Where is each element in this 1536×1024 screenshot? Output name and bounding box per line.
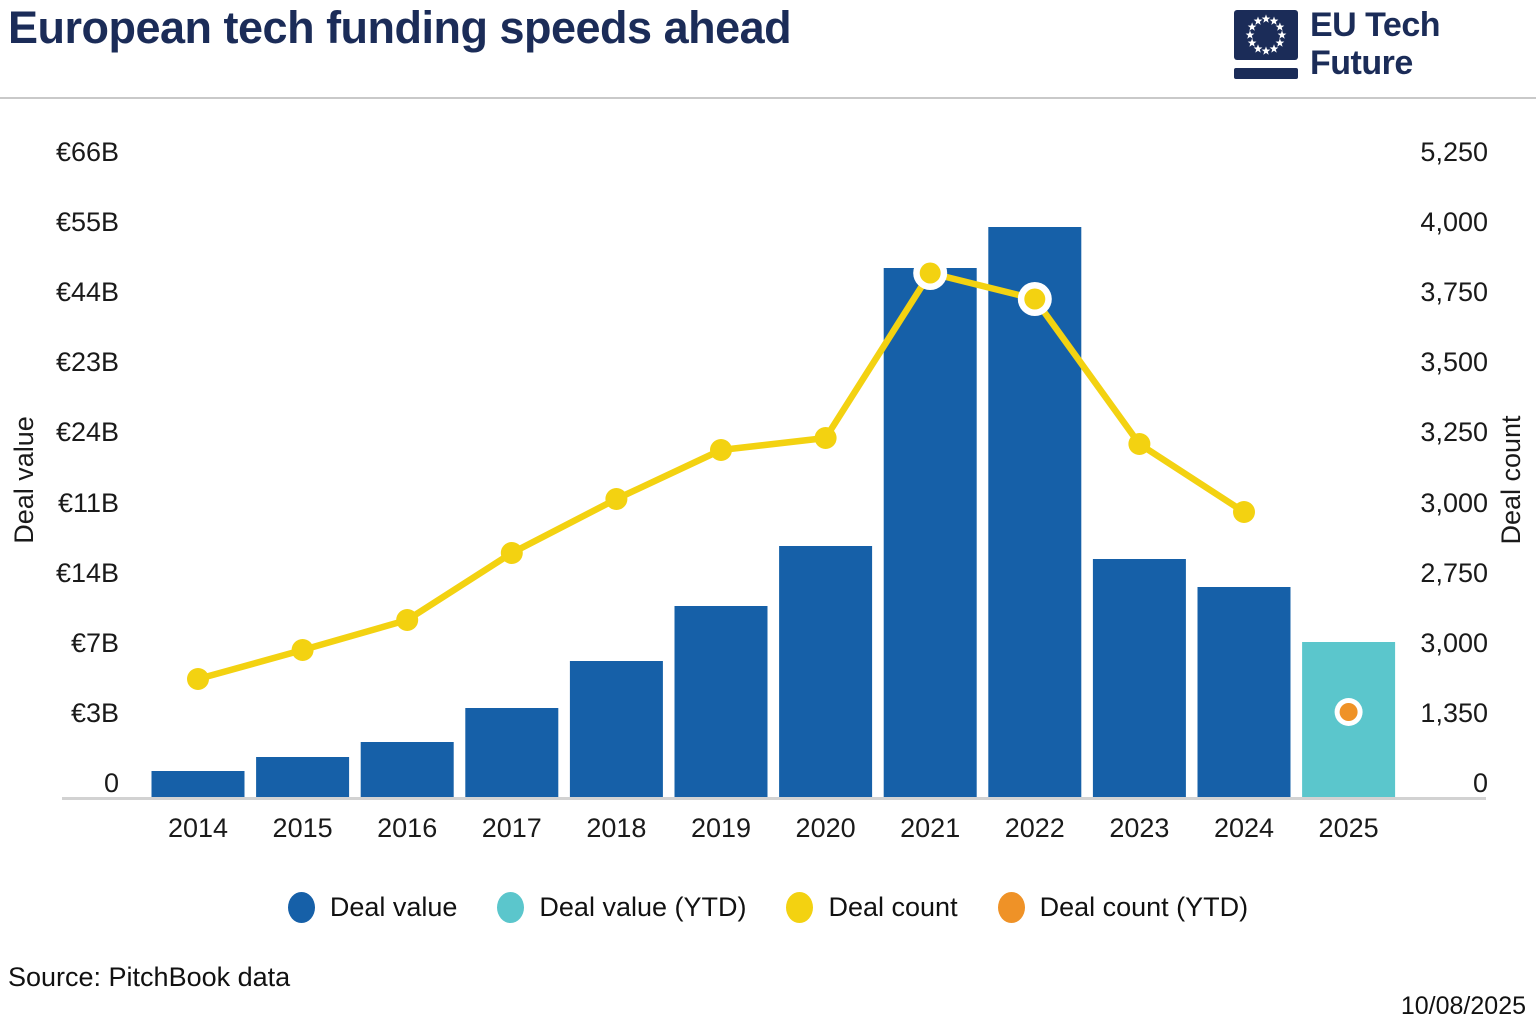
deal-count-ytd-swatch-icon	[997, 891, 1025, 923]
right-axis-tick: 3,750	[1420, 277, 1488, 308]
eu-star-icon	[1269, 16, 1279, 25]
date-stamp: 10/08/2025	[1400, 992, 1526, 1020]
eu-star-icon	[1261, 46, 1271, 55]
x-axis-tick-2020: 2020	[795, 813, 856, 843]
logo-line2: Future	[1310, 44, 1413, 82]
marker-ring	[913, 256, 948, 290]
deal-count-point-2021	[919, 262, 941, 284]
legend-label: Deal count (YTD)	[1039, 891, 1249, 922]
logo-line1: EU Tech	[1310, 6, 1441, 44]
legend-item-deal-count-ytd: Deal count (YTD)	[997, 891, 1249, 923]
left-axis-tick: €66B	[55, 137, 119, 167]
page-title: European tech funding speeds ahead	[8, 2, 792, 53]
deal-count-point-2023	[1128, 433, 1151, 455]
bar-2022	[988, 227, 1082, 797]
left-axis-tick: €11B	[57, 487, 119, 518]
bar-2014	[151, 771, 245, 797]
bar-2023	[1092, 559, 1186, 797]
eu-star-icon	[1253, 44, 1263, 53]
x-axis-tick-2019: 2019	[690, 813, 752, 843]
bar-2019	[674, 606, 768, 797]
eu-star-icon	[1247, 22, 1257, 31]
marker-ring	[1017, 282, 1052, 316]
x-axis-tick-2014: 2014	[167, 813, 229, 843]
legend-item-deal-value: Deal value	[287, 891, 458, 923]
eu-flag-icon	[1234, 10, 1298, 79]
right-axis-tick: 3,250	[1420, 417, 1488, 448]
left-axis-tick: €24B	[55, 417, 119, 448]
x-axis-tick-2015: 2015	[272, 813, 333, 843]
deal-count-swatch-icon	[786, 891, 814, 923]
left-axis-tick: €7B	[70, 627, 119, 658]
x-axis-tick-2023: 2023	[1109, 813, 1170, 843]
right-axis-tick: 3,000	[1420, 627, 1488, 658]
right-axis-tick: 0	[1472, 767, 1488, 798]
left-axis-tick: €3B	[70, 697, 119, 728]
right-axis-tick: 4,000	[1420, 207, 1488, 238]
x-axis-tick-2017: 2017	[481, 813, 542, 843]
chart-legend: Deal value Deal value (YTD) Deal count D…	[0, 888, 1536, 926]
deal-count-line	[194, 269, 1248, 683]
eu-star-icon	[1245, 30, 1255, 39]
left-axis-tick: €14B	[55, 557, 119, 588]
header-divider	[0, 97, 1536, 99]
x-axis-tick-2016: 2016	[377, 813, 438, 843]
legend-item-deal-value-ytd: Deal value (YTD)	[497, 891, 747, 923]
logo-wordmark: EU Tech Future	[1310, 6, 1441, 82]
deal-count-point-2016	[396, 609, 419, 631]
deal-count-point-2024	[1233, 501, 1255, 523]
right-axis-tick: 3,000	[1420, 487, 1488, 518]
marker-ring	[1334, 698, 1363, 726]
deal-count-point-2022	[1024, 288, 1046, 310]
eu-star-icon	[1269, 44, 1279, 53]
deal-count-point-2017	[500, 542, 523, 564]
x-axis-tick-2024: 2024	[1213, 813, 1275, 843]
deal-count-point-2019	[710, 439, 732, 461]
legend-label: Deal count	[828, 891, 958, 922]
deal-count-ytd-point-2025	[1339, 703, 1358, 721]
left-axis-tick: €55B	[55, 207, 119, 238]
eu-star-icon	[1275, 22, 1285, 31]
right-axis-tick: 1,350	[1420, 697, 1488, 728]
x-axis-tick-2022: 2022	[1004, 813, 1065, 843]
legend-label: Deal value (YTD)	[539, 891, 747, 922]
x-axis-tick-2021: 2021	[900, 813, 961, 843]
deal-count-point-2015	[291, 639, 314, 661]
right-axis-title: Deal count	[1496, 415, 1526, 545]
eu-star-icon	[1261, 14, 1271, 23]
left-axis-tick: €23B	[55, 347, 119, 378]
deal-value-swatch-icon	[287, 891, 315, 923]
eu-star-icon	[1247, 38, 1257, 47]
legend-label: Deal value	[329, 891, 458, 922]
bar-2018	[569, 661, 663, 797]
bar-2021	[883, 268, 977, 797]
x-axis-tick-2025: 2025	[1318, 813, 1379, 843]
right-axis-tick: 5,250	[1420, 137, 1488, 167]
bar-2016	[360, 742, 454, 797]
deal-value-ytd-swatch-icon	[497, 891, 525, 923]
bar-2017	[465, 708, 559, 797]
eu-star-icon	[1275, 38, 1285, 47]
bar-2020	[779, 546, 873, 797]
eu-star-icon	[1253, 16, 1263, 25]
x-axis-tick-2018: 2018	[586, 813, 647, 843]
bar-2015	[256, 757, 350, 797]
legend-item-deal-count: Deal count	[786, 891, 958, 923]
deal-count-point-2018	[605, 488, 628, 510]
eu-tech-future-logo: EU Tech Future	[1234, 6, 1474, 92]
right-axis-tick: 2,750	[1420, 557, 1488, 588]
deal-count-point-2014	[187, 668, 209, 690]
left-axis-tick: €44B	[55, 277, 119, 308]
deal-count-point-2020	[814, 427, 837, 449]
eu-star-icon	[1277, 30, 1287, 39]
right-axis-tick: 3,500	[1420, 347, 1488, 378]
source-note: Source: PitchBook data	[8, 962, 291, 992]
bar-2024	[1197, 587, 1291, 797]
left-axis-tick: 0	[103, 767, 119, 798]
